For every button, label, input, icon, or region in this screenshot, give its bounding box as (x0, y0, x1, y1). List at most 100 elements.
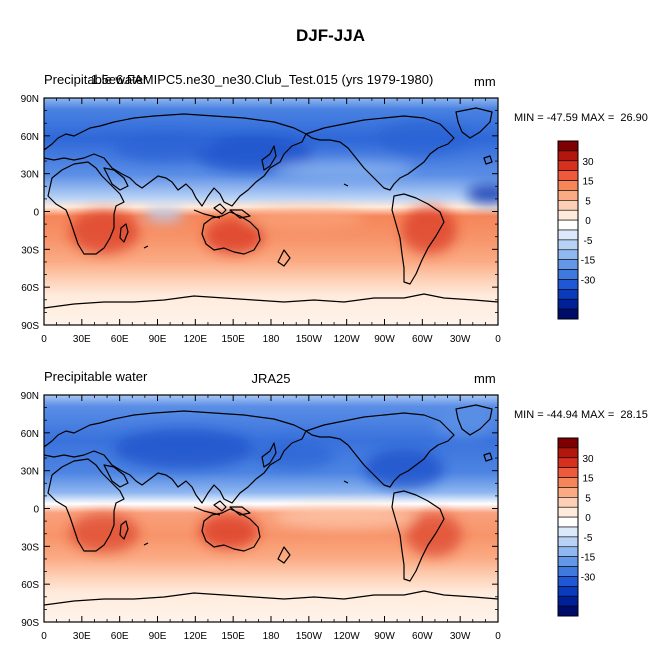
colorbar-label: 30 (582, 454, 594, 465)
lon-tick-label: 120E (184, 334, 208, 345)
colorbar-swatch (557, 467, 579, 478)
colorbar-swatch (557, 497, 579, 508)
colorbar-swatch (557, 170, 579, 181)
lon-tick-label: 30W (450, 631, 471, 642)
colorbar-swatch (557, 239, 579, 251)
lat-tick-label: 90N (21, 94, 39, 105)
colorbar-swatch (557, 308, 579, 320)
lon-tick-label: 30W (450, 334, 471, 345)
lat-tick-label: 60S (21, 580, 39, 591)
lon-tick-label: 90W (374, 631, 395, 642)
lat-tick-label: 90N (21, 391, 39, 402)
colorbar-swatch (557, 200, 579, 211)
colorbar-swatch (557, 279, 579, 290)
lat-tick-label: 90S (21, 321, 39, 332)
lon-tick-label: 150E (221, 631, 245, 642)
lon-tick-label: 90W (374, 334, 395, 345)
lat-tick-label: 0 (33, 505, 39, 516)
colorbar-swatch (557, 546, 579, 557)
lon-tick-label: 180 (263, 631, 280, 642)
colorbar-label: -30 (581, 572, 596, 583)
colorbar-swatch (557, 160, 579, 171)
panel-1-units: mm (474, 74, 496, 89)
colorbar-swatch (557, 140, 579, 152)
panel-2-units: mm (474, 371, 496, 386)
lon-tick-label: 180 (263, 334, 280, 345)
colorbar-swatch (557, 457, 579, 468)
panel-2-center-title: JRA25 (251, 371, 291, 386)
lon-tick-label: 150W (296, 334, 323, 345)
colorbar-2: 30 15 5 0 -5 -15 -30 (557, 437, 596, 617)
lon-tick-label: 120W (334, 631, 361, 642)
panel-2-left-title: Precipitable water (44, 369, 148, 384)
colorbar-swatch (557, 289, 579, 300)
colorbar-swatch (557, 477, 579, 488)
colorbar-swatch (557, 605, 579, 617)
lat-tick-label: 60N (21, 429, 39, 440)
colorbar-swatch (557, 566, 579, 577)
lat-tick-label: 30N (21, 170, 39, 181)
colorbar-swatch (557, 298, 579, 310)
colorbar-label: 15 (582, 474, 594, 485)
lat-tick-label: 60S (21, 283, 39, 294)
colorbar-swatch (557, 219, 579, 231)
colorbar-swatch (557, 259, 579, 270)
colorbar-swatch (557, 249, 579, 260)
lon-tick-label: 60E (111, 631, 129, 642)
lon-tick-label: 0 (41, 631, 47, 642)
colorbar-swatch (557, 586, 579, 597)
lon-tick-label: 120E (184, 631, 208, 642)
colorbar-swatch (557, 190, 579, 201)
panel-1-stats: MIN = -47.59 MAX = 26.90 (514, 112, 648, 124)
colorbar-label: -5 (584, 533, 593, 544)
lon-tick-label: 150W (296, 631, 323, 642)
colorbar-label: 30 (582, 157, 594, 168)
colorbar-label: -15 (581, 553, 596, 564)
lon-tick-label: 60W (412, 631, 433, 642)
colorbar-swatch (557, 576, 579, 587)
lon-tick-label: 90E (149, 631, 167, 642)
colorbar-label: -5 (584, 236, 593, 247)
colorbar-1: 30 15 5 0 -5 -15 -30 (557, 140, 596, 320)
colorbar-swatch (557, 536, 579, 548)
lon-tick-label: 60E (111, 334, 129, 345)
colorbar-swatch (557, 447, 579, 459)
lat-tick-label: 30S (21, 245, 39, 256)
lon-tick-label: 60W (412, 334, 433, 345)
lon-tick-label: 150E (221, 334, 245, 345)
colorbar-swatch (557, 229, 579, 241)
lat-tick-label: 60N (21, 132, 39, 143)
colorbar-swatch (557, 150, 579, 162)
colorbar-swatch (557, 556, 579, 567)
lon-tick-label: 90E (149, 334, 167, 345)
panel-1-left-title: Precipitable water (44, 72, 148, 87)
lat-tick-label: 90S (21, 618, 39, 629)
colorbar-swatch (557, 516, 579, 528)
colorbar-label: 15 (582, 177, 594, 188)
colorbar-swatch (557, 180, 579, 191)
lon-tick-label: 30E (73, 631, 91, 642)
colorbar-label: -30 (581, 275, 596, 286)
colorbar-label: 5 (585, 196, 591, 207)
panel-2-stats: MIN = -44.94 MAX = 28.15 (514, 409, 648, 421)
colorbar-swatch (557, 595, 579, 607)
colorbar-label: 0 (585, 513, 591, 524)
colorbar-swatch (557, 487, 579, 498)
lat-tick-label: 0 (33, 208, 39, 219)
colorbar-swatch (557, 526, 579, 538)
lat-tick-label: 30N (21, 467, 39, 478)
colorbar-swatch (557, 269, 579, 280)
colorbar-swatch (557, 209, 579, 221)
map-field-panel-2 (44, 395, 498, 622)
page-title: DJF-JJA (296, 26, 365, 45)
colorbar-swatch (557, 506, 579, 518)
lon-tick-label: 0 (495, 631, 501, 642)
panel-1 (43, 97, 499, 326)
lon-tick-label: 0 (41, 334, 47, 345)
lon-tick-label: 120W (334, 334, 361, 345)
lon-tick-label: 0 (495, 334, 501, 345)
lon-tick-label: 30E (73, 334, 91, 345)
panel-2 (43, 394, 499, 623)
colorbar-label: 5 (585, 493, 591, 504)
